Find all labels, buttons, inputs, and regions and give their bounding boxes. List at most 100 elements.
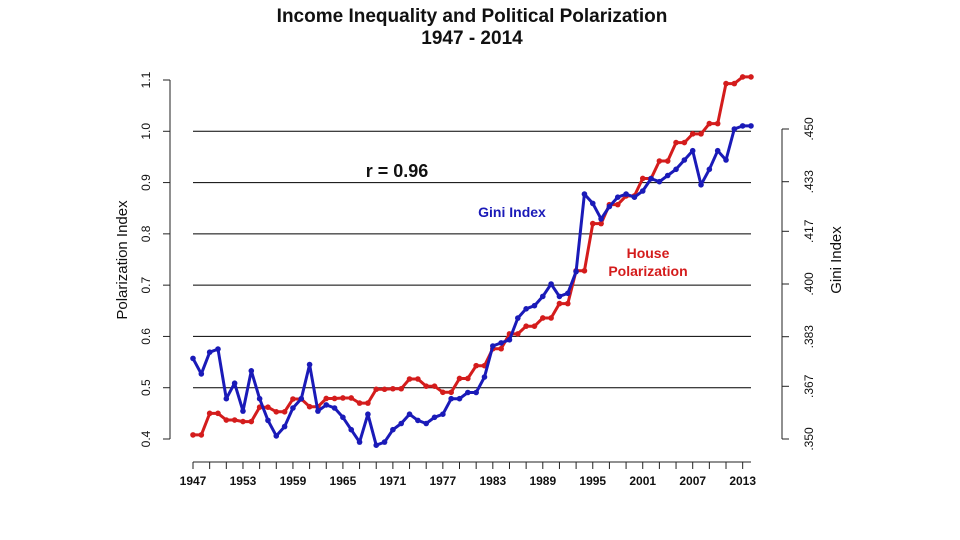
x-tick-label: 1983 [479,474,506,488]
house-polarization-point [223,417,230,423]
house-polarization-point [356,400,363,406]
house-polarization-point [706,120,713,127]
gini-index-point [273,433,280,439]
house-polarization-point [456,375,463,382]
house-polarization-point [664,158,671,164]
gini-index-point [248,368,255,374]
house-polarization-point [548,315,554,321]
gini-index-point [373,442,380,449]
left-tick-label: 0.8 [139,225,153,242]
house-polarization-point [581,267,588,274]
house-polarization-point [656,158,663,164]
house-polarization-point [531,323,538,329]
gini-index-point [381,439,388,445]
gini-series-label: Gini Index [478,204,546,220]
gini-index-point [523,306,529,312]
gini-index-point [398,420,405,427]
chart-title: Income Inequality and Political Polariza… [277,6,668,27]
correlation-annotation: r = 0.96 [366,161,429,181]
house-polarization-point [306,403,313,410]
left-tick-label: 1.1 [139,71,153,88]
right-tick-label: .433 [802,170,816,194]
left-tick-label: 0.6 [139,328,153,345]
x-tick-label: 1995 [579,474,606,488]
house-polarization-point [689,131,696,137]
right-tick-label: .383 [802,325,816,349]
gini-index-point [589,200,596,207]
gini-index-point [614,194,621,200]
x-tick-label: 1977 [429,474,456,488]
gini-index-point [298,395,305,402]
x-tick-label: 1989 [529,474,556,488]
gini-index-point [689,147,696,154]
gini-index-point [664,172,671,179]
gini-index-point [748,123,754,129]
gini-index-point [573,268,579,275]
right-tick-label: .450 [802,117,816,141]
house-polarization-point [231,417,238,423]
gini-index-point [365,411,371,418]
house-polarization-point [415,376,421,382]
gini-index-point [681,157,688,163]
house-polarization-point [365,400,371,406]
gini-index-point [639,188,646,194]
gini-index-point [698,182,704,188]
house-polarization-point [431,383,438,389]
gini-index-point [423,420,429,427]
house-polarization-point [739,74,746,80]
gini-index-point [390,426,396,433]
house-polarization-point [614,201,621,208]
gini-index-point [348,426,355,433]
house-polarization-point [539,315,546,321]
house-polarization-point [198,432,205,438]
house-series-label-line1: House [627,245,670,261]
x-tick-label: 1947 [180,474,207,488]
series-layer [190,74,754,449]
house-polarization-point [556,300,563,307]
house-polarization-point [681,139,688,146]
x-tick-label: 2007 [679,474,706,488]
left-tick-label: 0.4 [139,430,153,447]
gini-index-point [623,191,629,197]
gini-index-point [531,302,538,309]
gini-index-point [223,395,230,402]
gini-index-point [631,194,638,200]
gini-index-point [714,147,721,154]
gridlines [193,130,751,389]
x-axis-ticks: 1947 1953 1959 1965 1971 1977 1983 1989 1995 2001… [180,462,756,488]
house-polarization-point [240,418,246,425]
gini-index-point [465,389,471,396]
gini-index-point [206,349,213,356]
house-polarization-point [290,396,296,402]
house-polarization-point [215,410,221,417]
house-polarization-point [440,389,446,396]
gini-index-point [506,337,513,343]
gini-index-point [306,361,313,368]
left-axis-label: Polarization Index [114,200,131,320]
house-polarization-point [748,74,754,80]
house-polarization-point [190,432,196,438]
left-tick-label: 0.7 [139,276,153,293]
gini-index-point [323,402,330,408]
house-polarization-point [598,220,604,227]
house-polarization-point [406,376,413,382]
gini-index-point [281,423,288,430]
left-tick-label: 0.9 [139,174,153,191]
house-polarization-point [381,386,388,393]
x-tick-label: 1965 [330,474,357,488]
left-axis-ticks: 0.4 0.5 0.6 0.7 0.8 0.9 1.0 1.1 [139,71,170,447]
gini-index-point [731,126,738,132]
gini-index-point [431,414,438,421]
gini-index-point [456,395,463,402]
right-tick-label: .417 [802,219,816,243]
gini-index-point [315,408,321,414]
gini-index-point [490,343,496,349]
gini-index-point [290,405,296,411]
x-tick-label: 1959 [280,474,307,488]
gini-index-point [240,408,246,414]
gini-index-point [256,395,263,402]
gini-index-point [440,411,446,418]
gini-index-point [265,417,271,424]
house-polarization-point [340,395,346,401]
house-polarization-point [206,410,213,417]
